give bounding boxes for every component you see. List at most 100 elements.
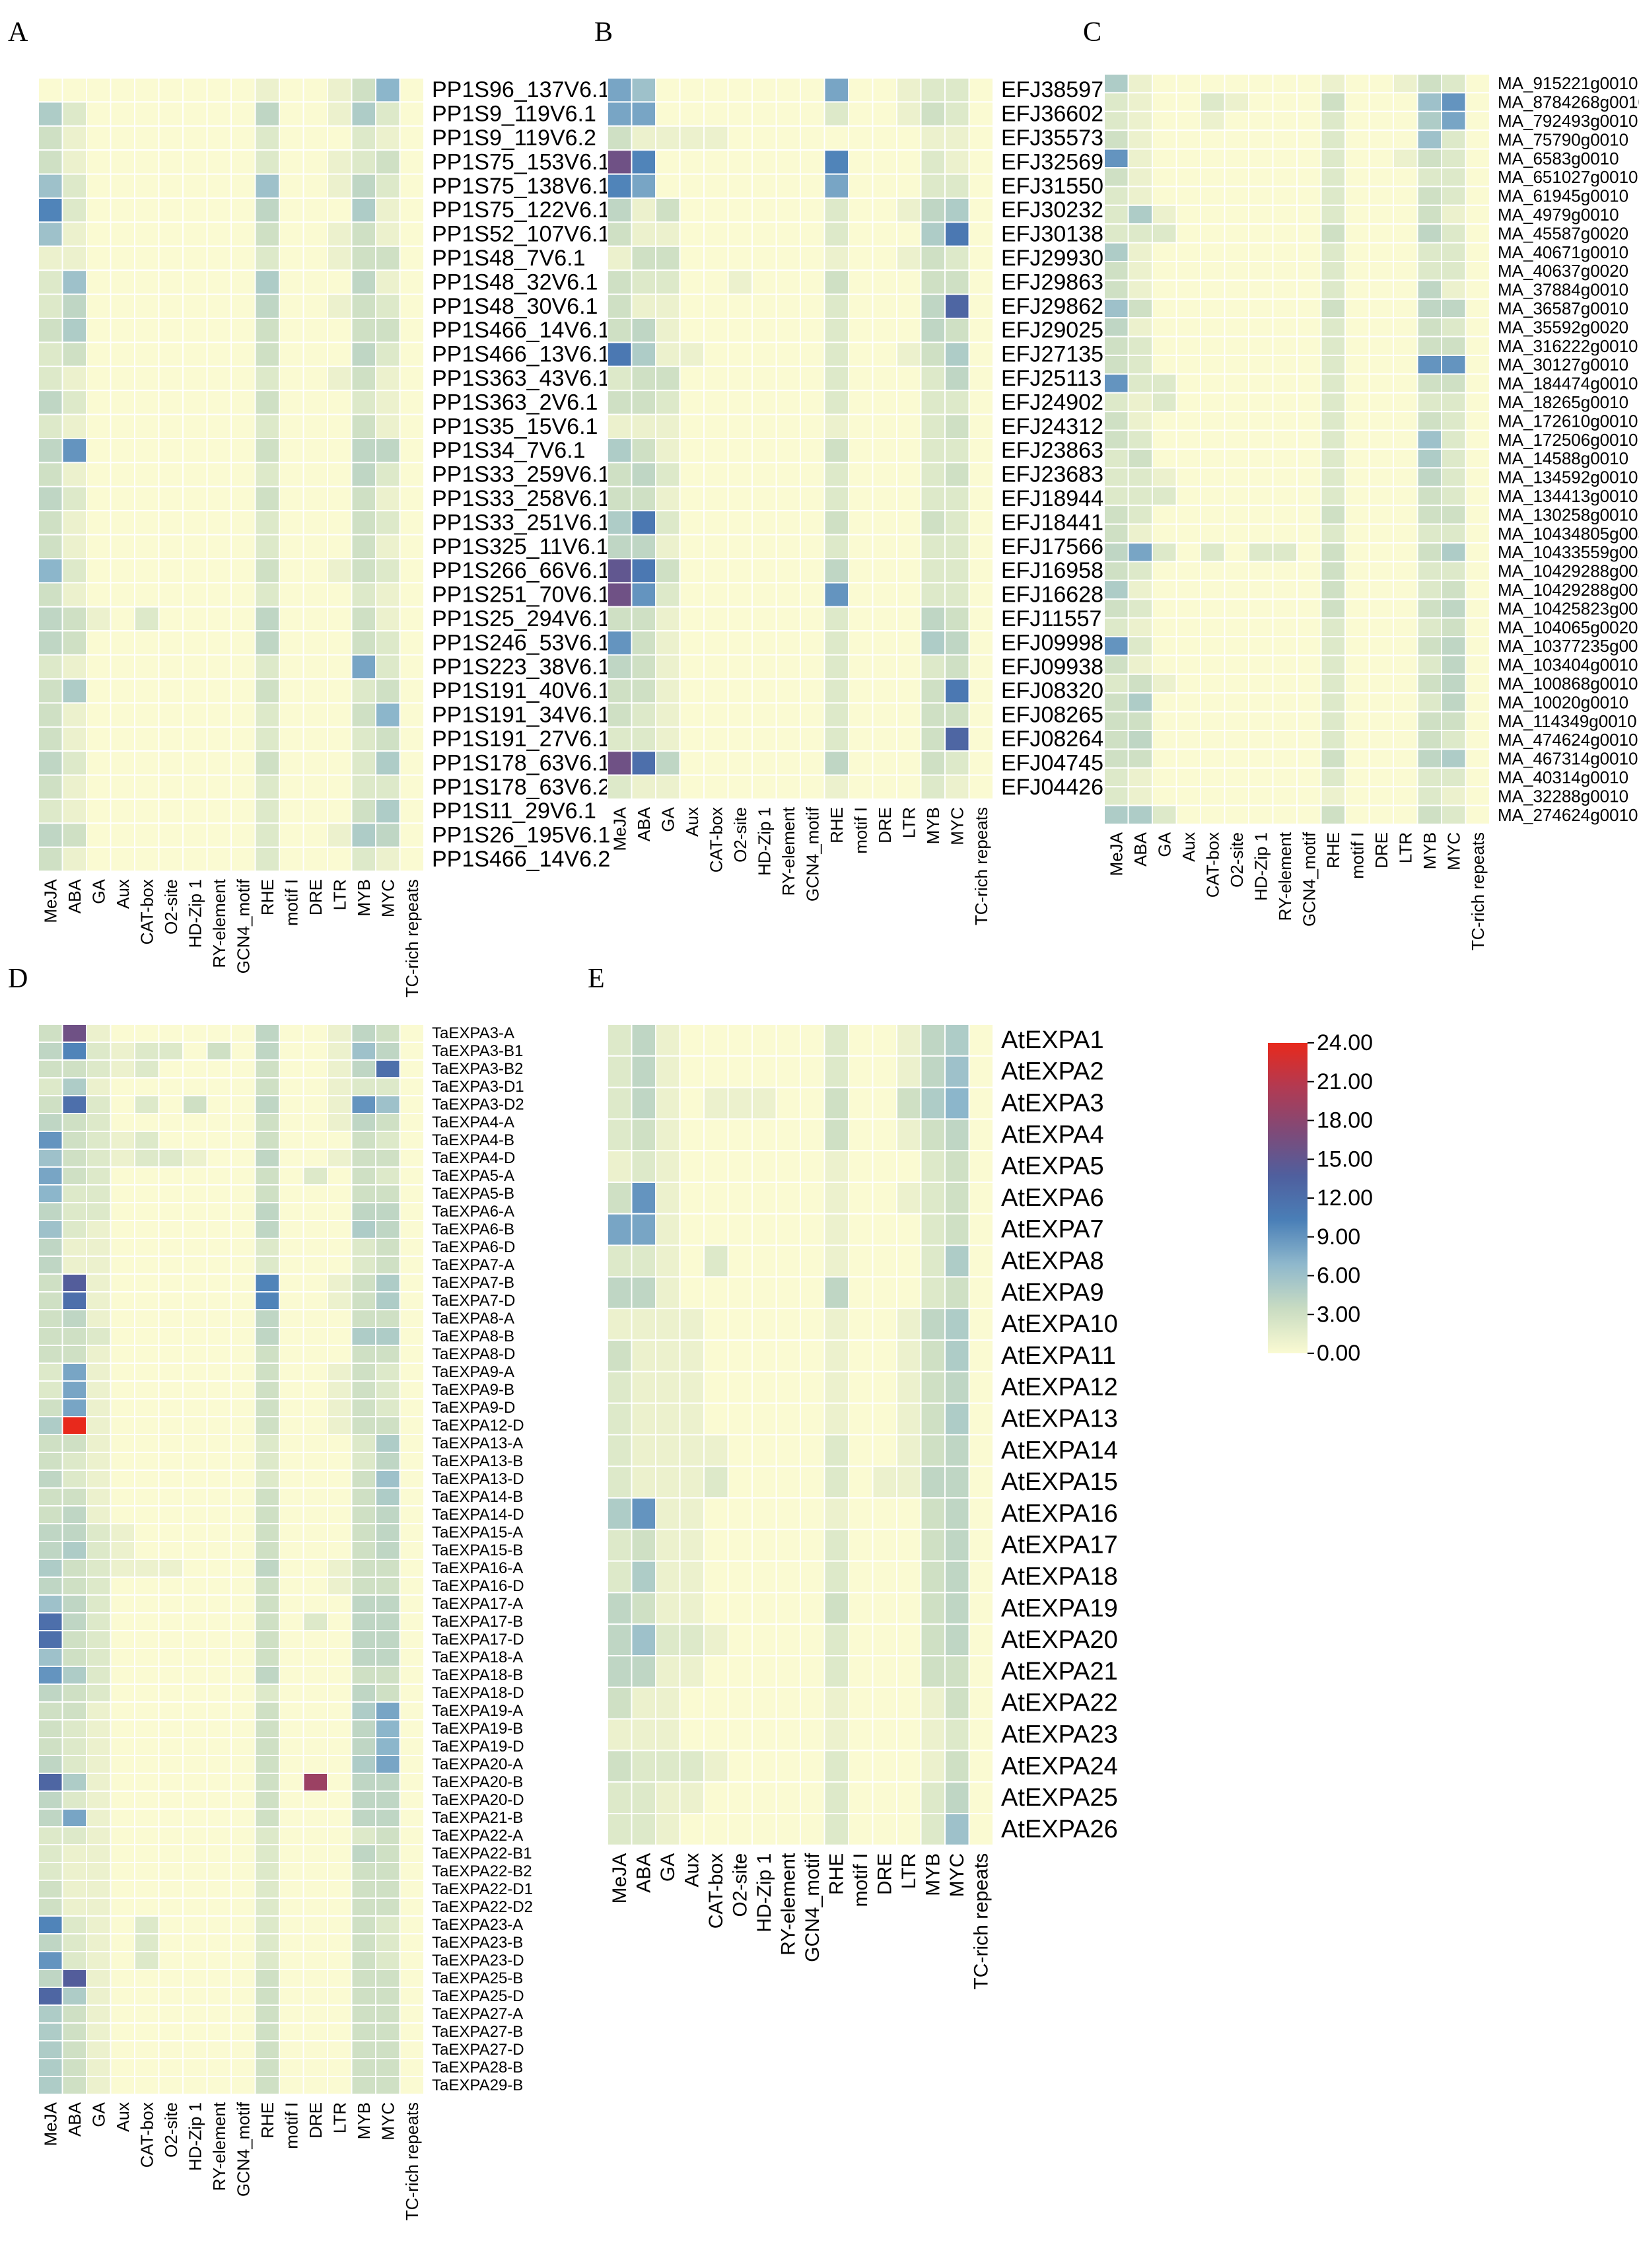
- heatmap-cell: [351, 197, 376, 223]
- heatmap-cell: [158, 534, 184, 559]
- heatmap-cell: [1152, 636, 1177, 656]
- heatmap-cell: [38, 1648, 63, 1667]
- heatmap-cell: [896, 125, 922, 151]
- heatmap-cell: [134, 702, 160, 728]
- heatmap-cell: [872, 606, 897, 632]
- heatmap-cell: [110, 606, 135, 632]
- heatmap-cell: [230, 750, 256, 776]
- heatmap-cell: [38, 798, 63, 824]
- heatmap-cell: [182, 606, 208, 632]
- heatmap-cell: [727, 534, 753, 559]
- heatmap-cell: [896, 606, 922, 632]
- heatmap-cell: [1441, 748, 1467, 769]
- heatmap-cell: [1152, 579, 1177, 600]
- heatmap-cell: [327, 245, 353, 271]
- heatmap-cell: [327, 269, 353, 295]
- heatmap-cell: [679, 534, 705, 559]
- heatmap-cell: [775, 558, 801, 584]
- heatmap-cell: [872, 1150, 897, 1183]
- heatmap-cell: [399, 1505, 425, 1524]
- heatmap-cell: [375, 2040, 401, 2059]
- heatmap-cell: [61, 1773, 87, 1792]
- heatmap-cell: [607, 77, 633, 103]
- heatmap-cell: [944, 1086, 970, 1120]
- column-label-gcn4-motif: GCN4_motif: [1299, 832, 1319, 927]
- heatmap-cell: [944, 630, 970, 656]
- heatmap-cell: [848, 1686, 874, 1720]
- row-label: MA_18265g0010: [1498, 392, 1628, 412]
- heatmap-cell: [61, 1309, 87, 1328]
- heatmap-cell: [1152, 485, 1177, 507]
- heatmap-cell: [775, 1308, 801, 1341]
- heatmap-cell: [254, 485, 280, 512]
- heatmap-cell: [872, 1718, 897, 1752]
- heatmap-cell: [61, 678, 87, 704]
- heatmap-cell: [110, 390, 135, 415]
- row-label: TaEXPA18-D: [432, 1684, 524, 1702]
- heatmap-cell: [302, 1826, 328, 1845]
- heatmap-cell: [302, 678, 328, 704]
- heatmap-cell: [399, 558, 425, 584]
- heatmap-cell: [1393, 730, 1418, 750]
- heatmap-cell: [679, 318, 705, 343]
- row-label: TaEXPA17-B: [432, 1613, 523, 1631]
- row-label: AtEXPA13: [1001, 1405, 1118, 1433]
- heatmap-cell: [1416, 730, 1442, 750]
- heatmap-cell: [1248, 129, 1274, 150]
- heatmap-cell: [327, 1184, 353, 1203]
- column-label-motif-i: motif I: [850, 1853, 872, 1907]
- heatmap-cell: [872, 1182, 897, 1215]
- heatmap-cell: [679, 1466, 705, 1499]
- heatmap-cell: [351, 1541, 376, 1560]
- heatmap-cell: [38, 726, 63, 752]
- heatmap-cell: [134, 1826, 160, 1845]
- heatmap-cell: [1320, 748, 1346, 769]
- heatmap-cell: [1344, 467, 1370, 487]
- heatmap-cell: [1224, 730, 1249, 750]
- heatmap-cell: [607, 413, 633, 439]
- heatmap-cell: [399, 702, 425, 728]
- heatmap-cell: [61, 2022, 87, 2041]
- colorbar-legend: 24.0021.0018.0015.0012.009.006.003.000.0…: [1268, 1030, 1373, 1366]
- heatmap-cell: [1441, 523, 1467, 544]
- heatmap-cell: [351, 750, 376, 776]
- heatmap-cell: [206, 558, 232, 584]
- heatmap-cell: [279, 1184, 304, 1203]
- heatmap-cell: [1344, 92, 1370, 112]
- heatmap-cell: [848, 534, 874, 559]
- heatmap-cell: [1272, 298, 1298, 319]
- heatmap-cell: [302, 1755, 328, 1774]
- heatmap-cell: [751, 341, 777, 367]
- heatmap-cell: [727, 269, 753, 295]
- heatmap-cell: [38, 1808, 63, 1827]
- heatmap-cell: [920, 1718, 946, 1752]
- column-label-rhe: RHE: [827, 807, 847, 843]
- heatmap-cell: [38, 1630, 63, 1649]
- heatmap-cell: [327, 485, 353, 512]
- heatmap-cell: [1127, 186, 1153, 206]
- heatmap-cell: [254, 1470, 280, 1489]
- heatmap-cell: [399, 1273, 425, 1293]
- heatmap-cell: [631, 1560, 656, 1594]
- heatmap-cell: [1393, 129, 1418, 150]
- heatmap-cell: [230, 1416, 256, 1435]
- column-label-tc-rich-repeats: TC-rich repeats: [970, 1853, 992, 1990]
- heatmap-cell: [1248, 336, 1274, 357]
- panel-letter-b: B: [594, 17, 613, 48]
- heatmap-cell: [38, 1505, 63, 1524]
- heatmap-cell: [679, 1528, 705, 1562]
- heatmap-cell: [920, 390, 946, 415]
- heatmap-cell: [1441, 579, 1467, 600]
- heatmap-cell: [279, 1470, 304, 1489]
- heatmap-cell: [968, 1466, 994, 1499]
- column-label-meja: MeJA: [1106, 832, 1126, 876]
- heatmap-cell: [86, 1256, 112, 1275]
- column-label-meja: MeJA: [610, 806, 629, 851]
- row-label: MA_114349g0010: [1498, 711, 1637, 731]
- heatmap-cell: [110, 582, 135, 608]
- heatmap-cell: [38, 2004, 63, 2024]
- heatmap-cell: [61, 1327, 87, 1346]
- heatmap-cell: [751, 1276, 777, 1310]
- heatmap-cell: [206, 2040, 232, 2059]
- heatmap-cell: [1152, 148, 1177, 169]
